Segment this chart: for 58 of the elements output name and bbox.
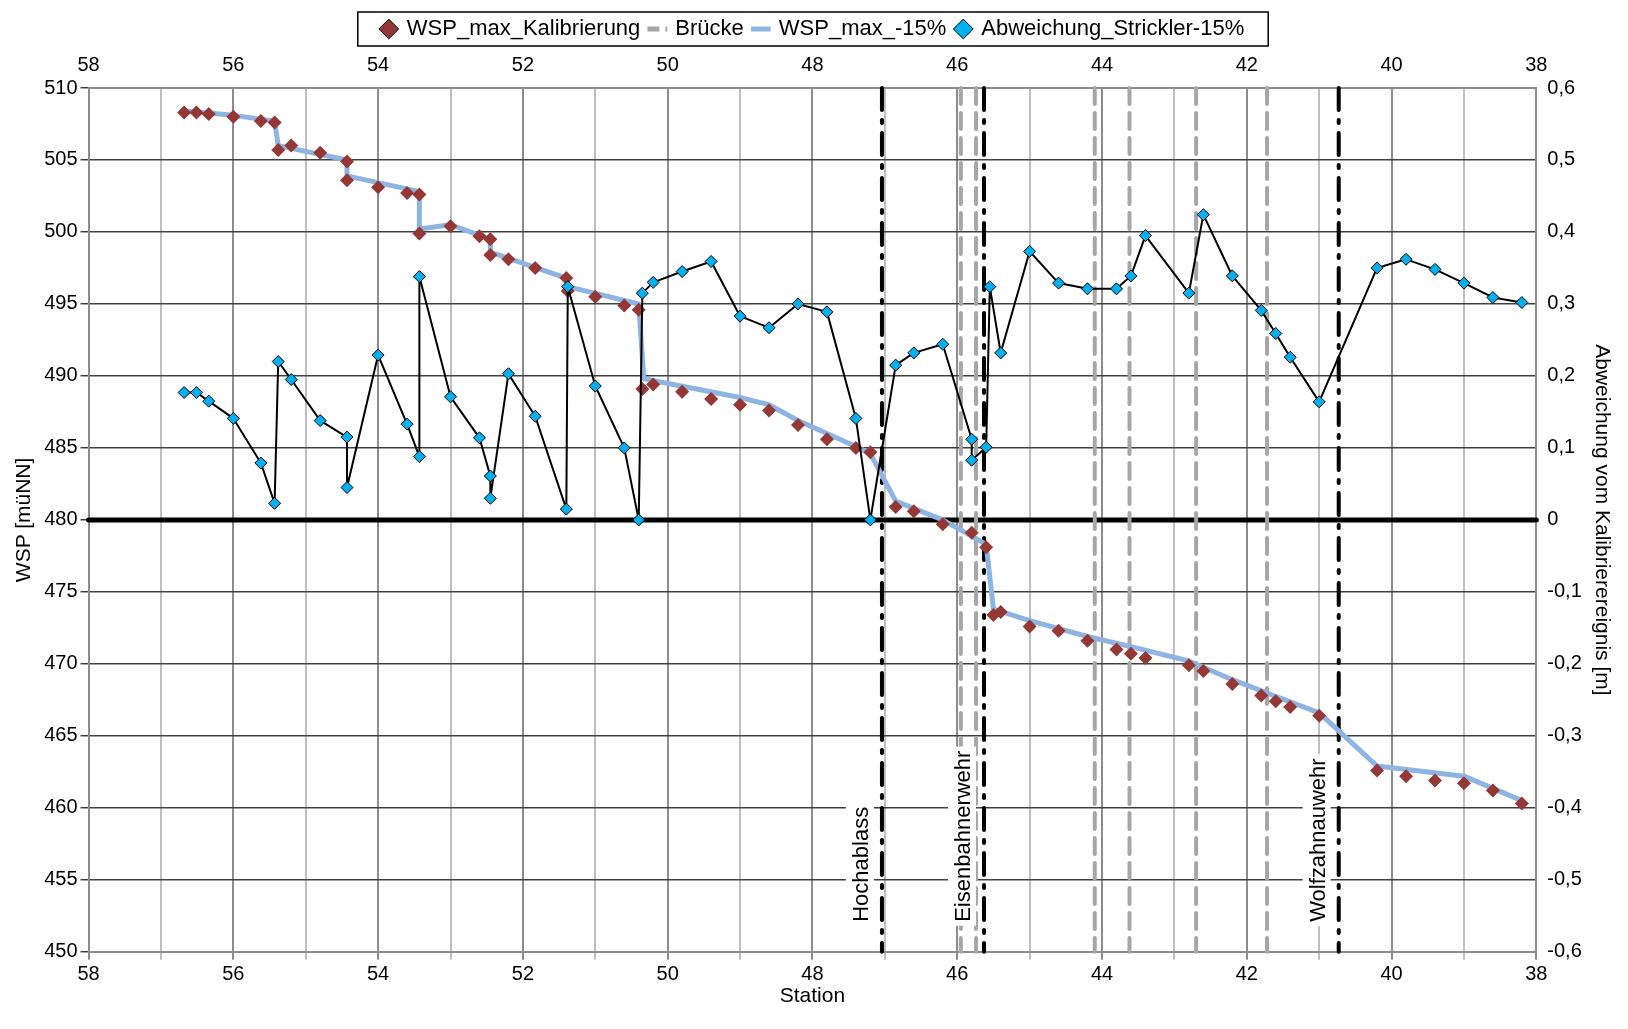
ref-line-label: Hochablass [847,806,873,922]
x2-tick-label: 56 [222,52,245,75]
y2-tick-label: -0,5 [1547,867,1582,890]
y-axis-title: WSP [müNN] [11,457,35,583]
y2-tick-label: -0,4 [1547,795,1582,818]
legend-label: Abweichung_Strickler-15% [981,15,1245,41]
x2-tick-label: 46 [946,52,969,75]
x2-tick-label: 58 [77,52,100,75]
y2-tick-label: 0 [1547,507,1559,530]
y2-tick-label: 0,5 [1547,147,1576,170]
y2-tick-label: -0,6 [1547,939,1582,962]
x-axis-title: Station [779,983,846,1007]
y2-tick-label: 0,3 [1547,291,1576,314]
y-tick-label: 505 [44,147,78,170]
y2-tick-label: 0,1 [1547,435,1576,458]
x2-tick-label: 50 [656,52,679,75]
x2-tick-label: 42 [1235,52,1258,75]
x-tick-label: 38 [1525,962,1548,985]
y-tick-label: 480 [44,507,78,530]
y-tick-label: 455 [44,867,78,890]
y2-tick-label: -0,1 [1547,579,1582,602]
x-tick-label: 40 [1380,962,1403,985]
y-tick-label: 485 [44,435,78,458]
x-tick-label: 52 [511,962,535,985]
x-tick-label: 56 [222,962,245,985]
x-tick-label: 50 [656,962,679,985]
legend-label: Brücke [675,15,744,41]
x-tick-label: 58 [77,962,100,985]
x2-tick-label: 48 [801,52,824,75]
x-tick-label: 48 [801,962,824,985]
x-tick-label: 46 [946,962,969,985]
y-tick-label: 500 [44,219,78,242]
y2-tick-label: -0,2 [1547,651,1582,674]
y2-axis-title: Abweichung vom Kalibrierereignis [m] [1591,344,1615,696]
y2-tick-label: -0,3 [1547,723,1582,746]
x-tick-label: 42 [1235,962,1258,985]
x-tick-label: 54 [367,962,390,985]
x2-tick-label: 44 [1090,52,1114,75]
y-tick-label: 450 [44,939,78,962]
x2-tick-label: 38 [1525,52,1548,75]
y2-tick-label: 0,2 [1547,363,1576,386]
y2-tick-label: 0,6 [1547,75,1576,98]
y-tick-label: 495 [44,291,78,314]
x2-tick-label: 54 [367,52,390,75]
legend-label: WSP_max_-15% [778,15,947,41]
ref-line-label: Eisenbahnerwehr [950,750,976,922]
x2-tick-label: 52 [511,52,535,75]
y-tick-label: 475 [44,579,78,602]
y2-tick-label: 0,4 [1547,219,1576,242]
legend-label: WSP_max_Kalibrierung [406,15,641,41]
y-tick-label: 470 [44,651,78,674]
x-tick-label: 44 [1090,962,1114,985]
x2-tick-label: 40 [1380,52,1403,75]
ref-line-label: Wolfzahnauwehr [1304,758,1330,922]
y-tick-label: 490 [44,363,78,386]
y-tick-label: 465 [44,723,78,746]
y-tick-label: 510 [44,75,78,98]
y-tick-label: 460 [44,795,78,818]
